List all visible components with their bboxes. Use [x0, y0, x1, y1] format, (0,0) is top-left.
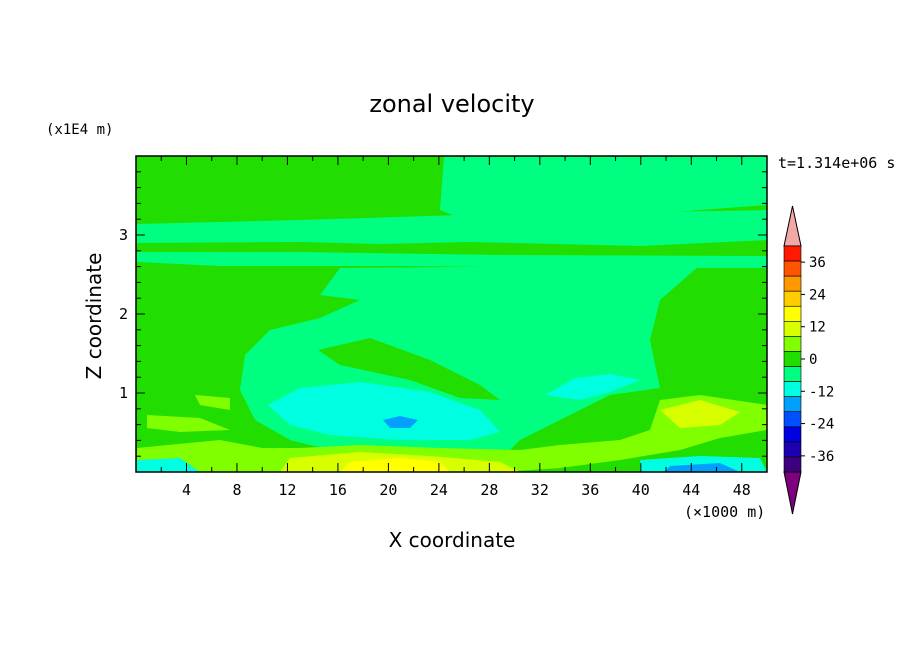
contour-region-15	[665, 463, 740, 472]
x-tick-label: 20	[379, 481, 397, 499]
x-tick-label: 44	[682, 481, 700, 499]
x-tick-label: 8	[232, 481, 241, 499]
colorbar-segment	[783, 456, 802, 473]
time-label: t=1.314e+06 s	[778, 154, 895, 172]
contour-region-8	[137, 395, 767, 472]
colorbar-tick-label: 36	[809, 255, 826, 271]
y-tick-label: 2	[119, 305, 128, 323]
colorbar-top-arrow	[783, 205, 802, 247]
colorbar-tick-label: 24	[809, 287, 826, 303]
x-tick-label: 32	[531, 481, 549, 499]
colorbar-tick-label: -24	[809, 417, 834, 433]
x-tick-label: 4	[182, 481, 191, 499]
x-tick-label: 24	[430, 481, 448, 499]
colorbar-tick-label: -36	[809, 449, 834, 465]
y-tick-label: 1	[119, 384, 128, 402]
contour-region-13	[660, 400, 740, 428]
contour-region-12	[340, 458, 450, 472]
contour-region-1	[137, 210, 767, 246]
colorbar-segment	[783, 441, 802, 458]
x-tick-label: 36	[581, 481, 599, 499]
colorbar-segment	[783, 411, 802, 428]
colorbar-bottom-arrow	[783, 471, 802, 515]
x-tick-label: 48	[733, 481, 751, 499]
colorbar: 36 24 12 0 -12 -24 -36	[783, 205, 834, 515]
colorbar-segment	[783, 260, 802, 277]
x-tick-label: 40	[632, 481, 650, 499]
y-axis-label: Z coordinate	[82, 253, 106, 380]
colorbar-segment	[783, 290, 802, 307]
contour-region-4	[318, 338, 500, 400]
x-tick-label: 28	[480, 481, 498, 499]
colorbar-segment	[783, 321, 802, 337]
chart-title: zonal velocity	[369, 90, 534, 118]
contour-region-16	[137, 458, 200, 472]
colorbar-tick-label: 0	[809, 352, 817, 368]
colorbar-segment	[783, 381, 802, 397]
colorbar-segment	[783, 351, 802, 367]
contour-region-7	[383, 416, 418, 428]
colorbar-segment	[783, 426, 802, 443]
contour-region-5	[268, 382, 500, 440]
contour-region-10	[147, 415, 230, 432]
x-tick-label: 16	[329, 481, 347, 499]
colorbar-segment	[783, 336, 802, 352]
x-axis-label: X coordinate	[389, 528, 516, 552]
y-unit-label: (x1E4 m)	[46, 122, 113, 138]
contour-region-2	[137, 252, 767, 268]
colorbar-segment	[783, 366, 802, 382]
contour-region-6	[545, 374, 640, 400]
colorbar-segment	[783, 245, 802, 262]
contour-region-0	[440, 157, 767, 222]
colorbar-segment	[783, 275, 802, 292]
colorbar-tick-label: 12	[809, 320, 826, 336]
y-tick-label: 3	[119, 226, 128, 244]
x-tick-label: 12	[278, 481, 296, 499]
contour-region-9	[195, 395, 230, 410]
colorbar-segment	[783, 396, 802, 413]
x-unit-label: (×1000 m)	[684, 503, 765, 521]
colorbar-segment	[783, 305, 802, 322]
contour-field	[136, 156, 767, 472]
colorbar-tick-label: -12	[809, 384, 834, 400]
